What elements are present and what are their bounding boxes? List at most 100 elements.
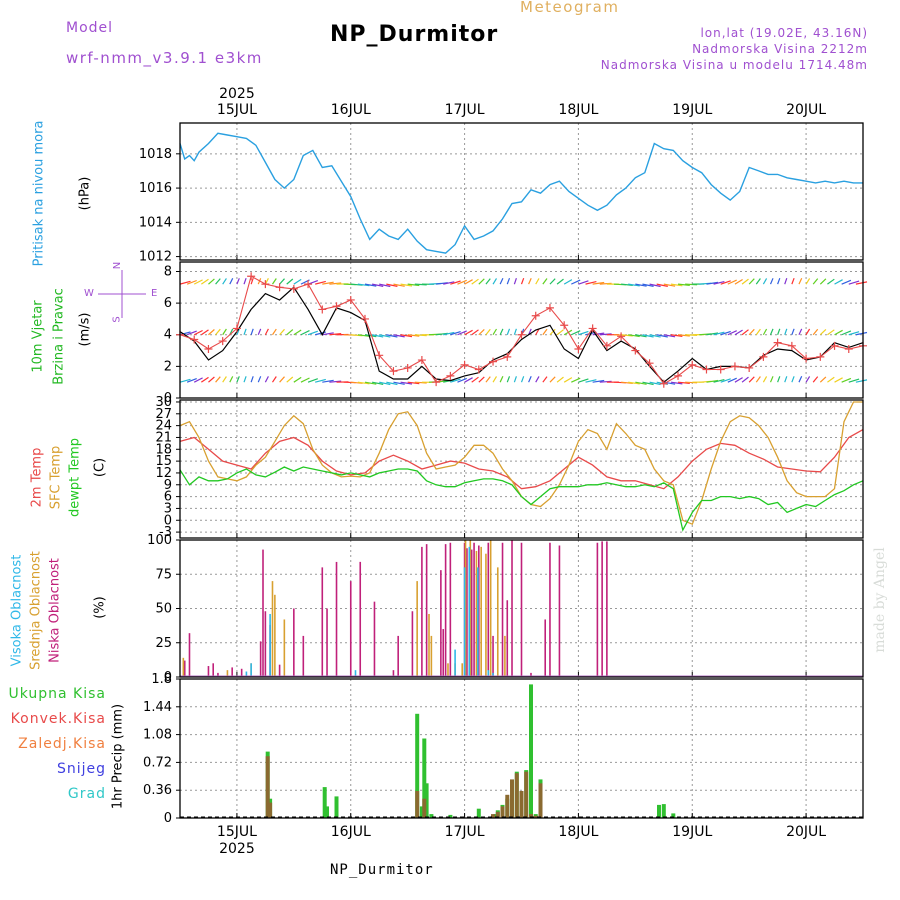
y-tick-label: 1.44 [143, 700, 172, 715]
wind-barb [279, 328, 285, 336]
wind-barb [329, 380, 342, 383]
wind-gust-marker [574, 344, 583, 353]
wind-barb [464, 329, 473, 336]
wind-barb [734, 377, 743, 383]
wind-barb [727, 377, 737, 383]
model-label: Model [66, 20, 114, 36]
wind-barb [549, 328, 556, 336]
model-name: wrf-nmm_v3.9.1 e3km [66, 49, 263, 67]
watermark-text: made by Angel [872, 547, 888, 653]
wind-barb [307, 378, 319, 383]
wind-barb [720, 330, 731, 336]
wind-barb [563, 377, 573, 383]
wind-gust-marker [318, 305, 327, 314]
wind-barb [713, 379, 725, 383]
wind-gust-marker [446, 371, 455, 380]
wind-barb [208, 278, 215, 285]
wind-barb [727, 279, 737, 285]
wind-barb [436, 282, 448, 285]
y-tick-label: -3 [159, 525, 172, 540]
y-tick-label: 1018 [139, 147, 172, 162]
panel-frame [179, 122, 864, 261]
wind-barb [193, 377, 203, 383]
wind-barb [563, 279, 573, 285]
wind-gust-marker [560, 321, 569, 330]
y-tick-label: 0.36 [143, 783, 172, 798]
wind-barb [379, 381, 391, 386]
wind-barb [286, 278, 294, 285]
wind-gust-marker [773, 338, 782, 347]
wind-barb [243, 278, 247, 285]
wind-barb [635, 334, 647, 338]
wind-barb [549, 278, 556, 285]
legend-total-rain: Ukupna Kisa [8, 686, 106, 702]
wind-barb [222, 376, 227, 383]
y-tick-label: 9 [164, 478, 172, 493]
wind-barb [293, 278, 302, 285]
y-tick-label: 0 [164, 513, 172, 528]
wind-barb [464, 377, 473, 383]
x-tick-label-top: 19JUL [672, 102, 712, 118]
wind-gust-marker [218, 337, 227, 346]
wind-barb [201, 376, 209, 383]
y-tick-label: 6 [164, 490, 172, 505]
wind-barb [407, 381, 420, 385]
wind-barb [727, 330, 737, 336]
wind-gust-marker [617, 332, 626, 341]
wind-barb [642, 283, 654, 287]
y-tick-label: 0 [164, 670, 172, 685]
wind-barb [855, 331, 868, 336]
y-tick-label: 1016 [139, 181, 172, 196]
wind-barb [621, 283, 633, 286]
wind-barb [407, 283, 420, 287]
precip-total-bar [429, 814, 434, 818]
wind-barb [271, 278, 277, 285]
wind-barb [400, 334, 413, 338]
precip-convective-bar [538, 783, 543, 819]
wind-barb [621, 334, 633, 337]
wind-gust-marker [631, 346, 640, 355]
precip-convective-bar [495, 811, 500, 818]
wind-barb [841, 377, 852, 383]
x-tick-label-bottom: 16JUL [331, 824, 371, 840]
wind-barb [848, 331, 860, 336]
wind-barb [571, 330, 581, 336]
wind-gust-marker [787, 341, 796, 350]
wind-barb [322, 379, 334, 383]
wind-barb [819, 278, 827, 285]
wind-barb [635, 283, 647, 287]
wind-barb [379, 334, 391, 338]
y-tick-label: 12 [155, 466, 172, 481]
precip-convective-bar [491, 814, 495, 818]
y-tick-label: 50 [155, 602, 172, 617]
wind-barb [443, 331, 455, 336]
wind-barb [734, 329, 743, 336]
panel-frame [179, 261, 864, 399]
wind-barb [357, 381, 370, 385]
wind-barb [535, 278, 540, 285]
precip-total-bar [322, 787, 327, 818]
panel-frame [179, 678, 864, 819]
wind-gust-marker [674, 371, 683, 380]
wind-barb [762, 328, 768, 336]
wind-gust-marker [545, 303, 554, 312]
wind-barb [250, 376, 254, 383]
wind-barb [499, 376, 504, 383]
wind-barb [386, 334, 398, 338]
wind-barb [400, 283, 413, 287]
wind-barb [322, 281, 334, 285]
precip-total-bar [448, 814, 453, 818]
temp-2m-line [179, 429, 864, 490]
wind-barb [755, 328, 761, 336]
wind-barb [762, 376, 768, 383]
wind-barb [769, 376, 774, 383]
wind-barb [777, 376, 781, 383]
wind-barb [592, 332, 605, 336]
wind-barb [293, 329, 302, 336]
wind-barb [279, 278, 285, 285]
wind-title-1: 10m Vjetar [30, 300, 46, 373]
wind-barb [592, 379, 605, 383]
wind-barb [628, 381, 640, 385]
wind-barb [769, 278, 774, 285]
wind-barb [315, 280, 326, 285]
